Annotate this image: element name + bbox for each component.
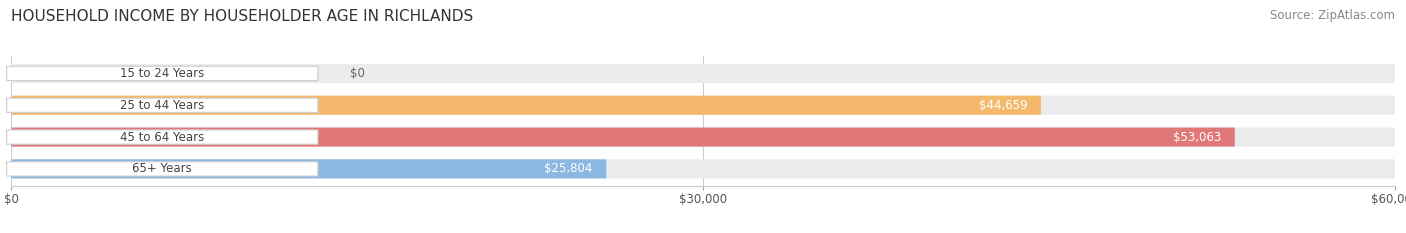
Text: 45 to 64 Years: 45 to 64 Years [120,130,204,144]
FancyBboxPatch shape [11,96,1395,115]
Text: $53,063: $53,063 [1173,130,1220,144]
FancyBboxPatch shape [11,159,606,178]
Text: 25 to 44 Years: 25 to 44 Years [120,99,204,112]
FancyBboxPatch shape [11,64,1395,83]
FancyBboxPatch shape [11,127,1234,147]
Text: 15 to 24 Years: 15 to 24 Years [120,67,204,80]
FancyBboxPatch shape [11,96,1040,115]
Text: Source: ZipAtlas.com: Source: ZipAtlas.com [1270,9,1395,22]
FancyBboxPatch shape [7,66,318,81]
FancyBboxPatch shape [11,159,1395,178]
Text: 65+ Years: 65+ Years [132,162,193,175]
FancyBboxPatch shape [7,98,318,112]
Text: $44,659: $44,659 [979,99,1028,112]
FancyBboxPatch shape [7,130,318,144]
FancyBboxPatch shape [7,162,318,176]
Text: $25,804: $25,804 [544,162,592,175]
FancyBboxPatch shape [11,127,1395,147]
Text: HOUSEHOLD INCOME BY HOUSEHOLDER AGE IN RICHLANDS: HOUSEHOLD INCOME BY HOUSEHOLDER AGE IN R… [11,9,474,24]
Text: $0: $0 [350,67,366,80]
